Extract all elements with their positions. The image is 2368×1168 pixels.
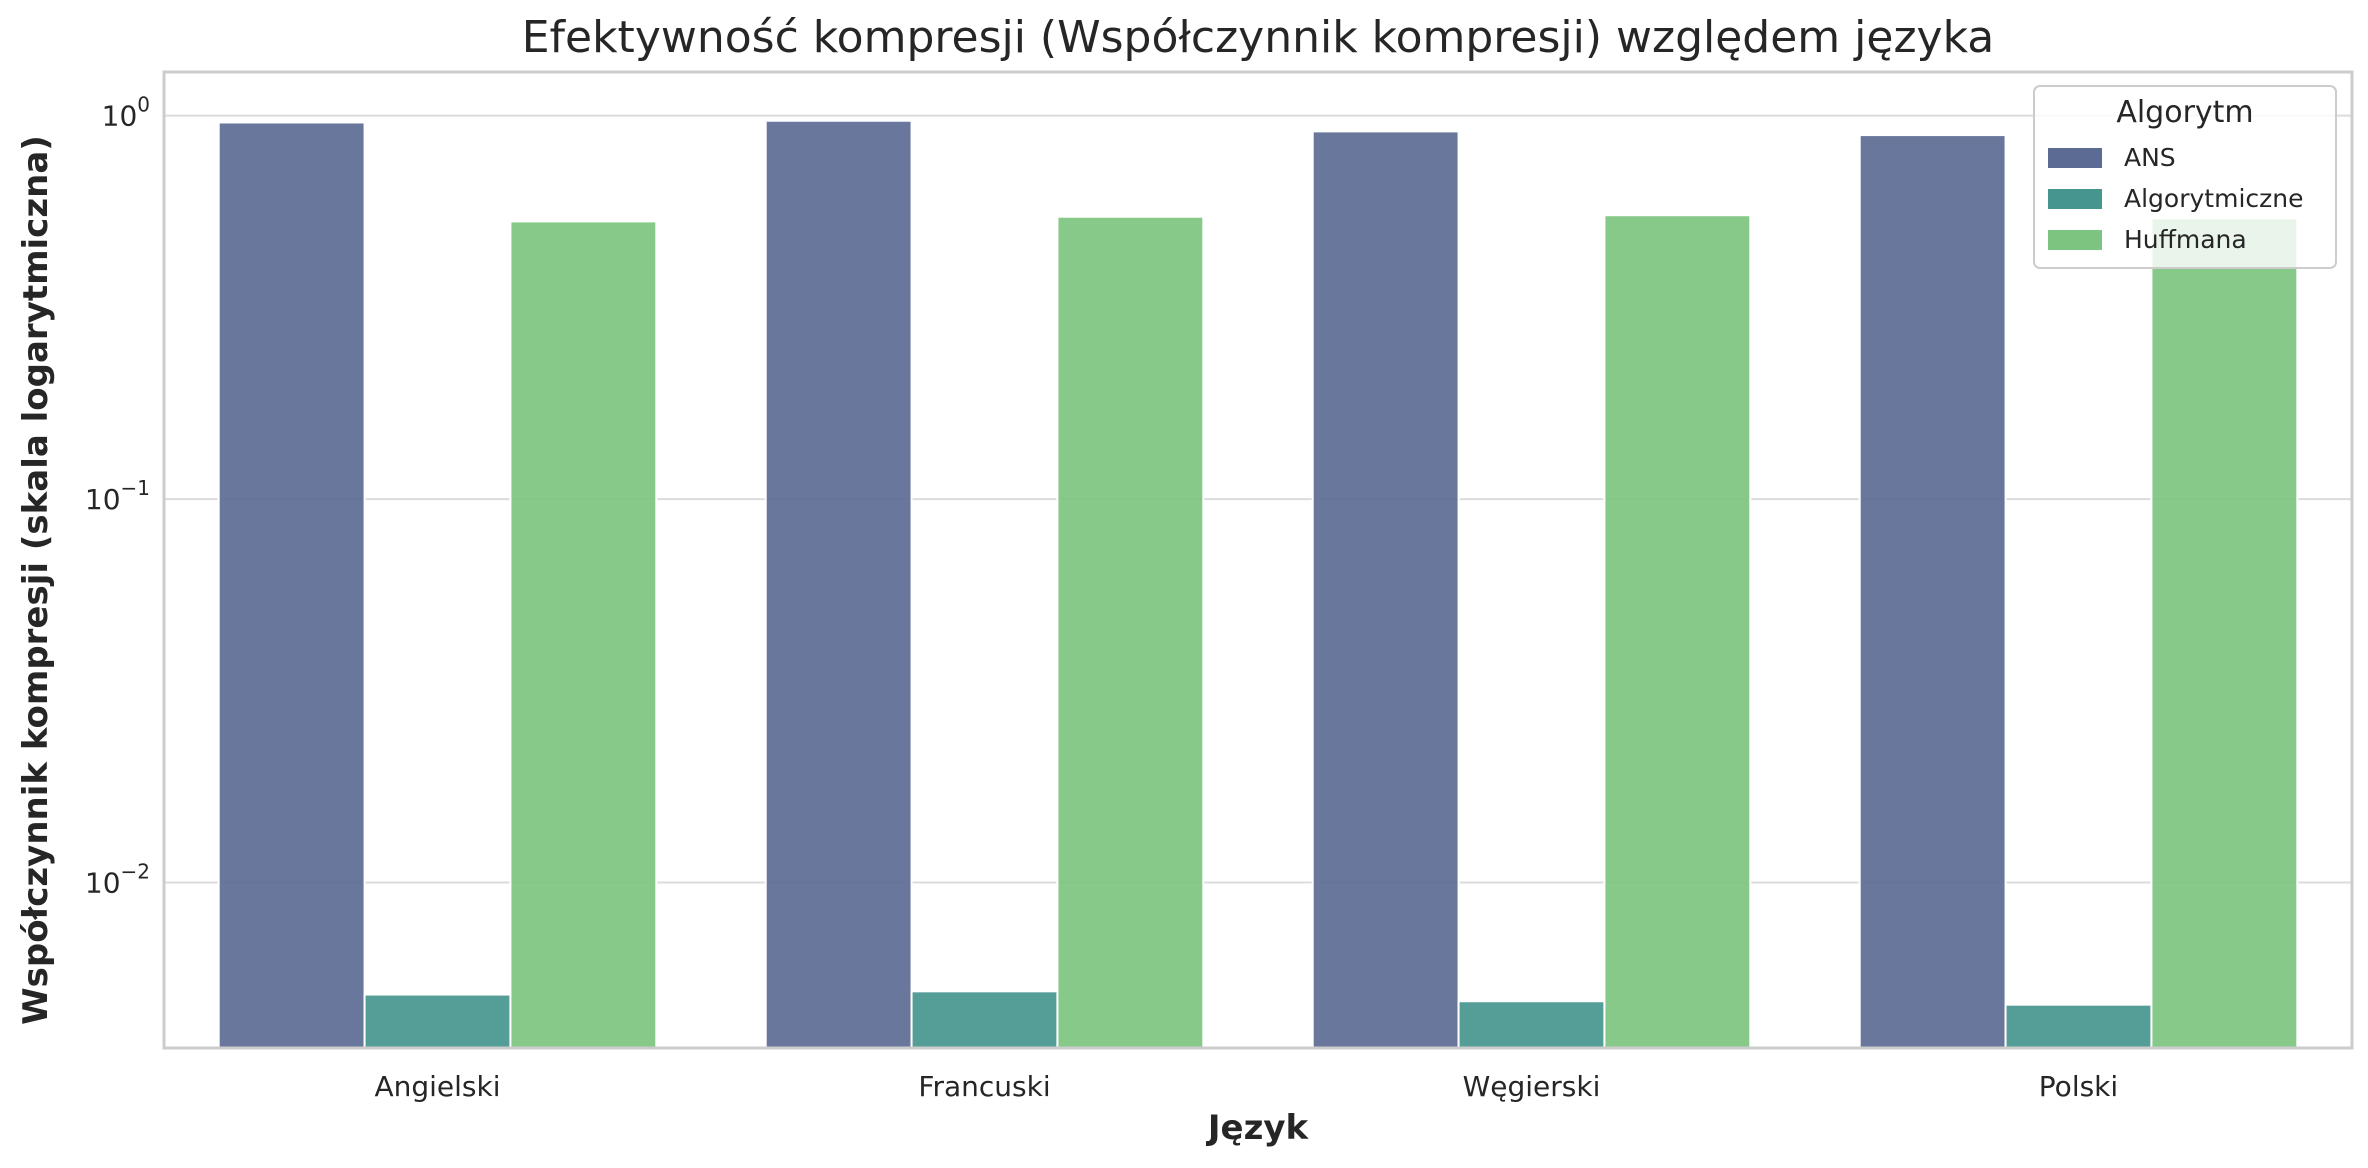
bar-ans-4 [1858, 134, 2007, 1049]
bar-huffmana-3 [1603, 214, 1752, 1049]
bar-algorytmiczne-4 [2004, 1003, 2153, 1049]
y-tick-label: 100 [102, 93, 150, 133]
x-tick-label: Francuski [918, 1070, 1050, 1103]
legend-swatch-huffmana [2048, 230, 2102, 250]
x-tick-label: Angielski [374, 1070, 500, 1103]
bar-ans-1 [217, 121, 366, 1050]
x-axis-label: Język [1207, 1108, 1309, 1148]
chart-title: Efektywność kompresji (Współczynnik komp… [521, 12, 1995, 63]
bar-algorytmiczne-3 [1457, 1000, 1606, 1049]
bar-huffmana-1 [509, 220, 658, 1049]
legend-swatch-algorytmiczne [2048, 189, 2102, 209]
legend-label-algorytmiczne: Algorytmiczne [2124, 184, 2303, 213]
legend-box [2033, 85, 2337, 269]
plot-frame [162, 70, 2354, 1050]
bar-algorytmiczne-1 [363, 993, 512, 1049]
legend-title: Algorytm [2116, 95, 2253, 130]
x-tick-label: Węgierski [1463, 1070, 1601, 1103]
legend-label-ans: ANS [2124, 143, 2176, 172]
bar-huffmana-4 [2150, 217, 2299, 1049]
bar-ans-2 [764, 119, 913, 1049]
bar-ans-3 [1311, 130, 1460, 1049]
legend-label-huffmana: Huffmana [2124, 225, 2247, 254]
bar-algorytmiczne-2 [910, 990, 1059, 1049]
y-tick-label: 10−2 [85, 859, 150, 899]
x-tick-label: Polski [2039, 1070, 2118, 1103]
y-tick-label: 10−1 [85, 476, 150, 516]
legend-swatch-ans [2048, 148, 2102, 168]
bar-huffmana-2 [1056, 215, 1205, 1050]
